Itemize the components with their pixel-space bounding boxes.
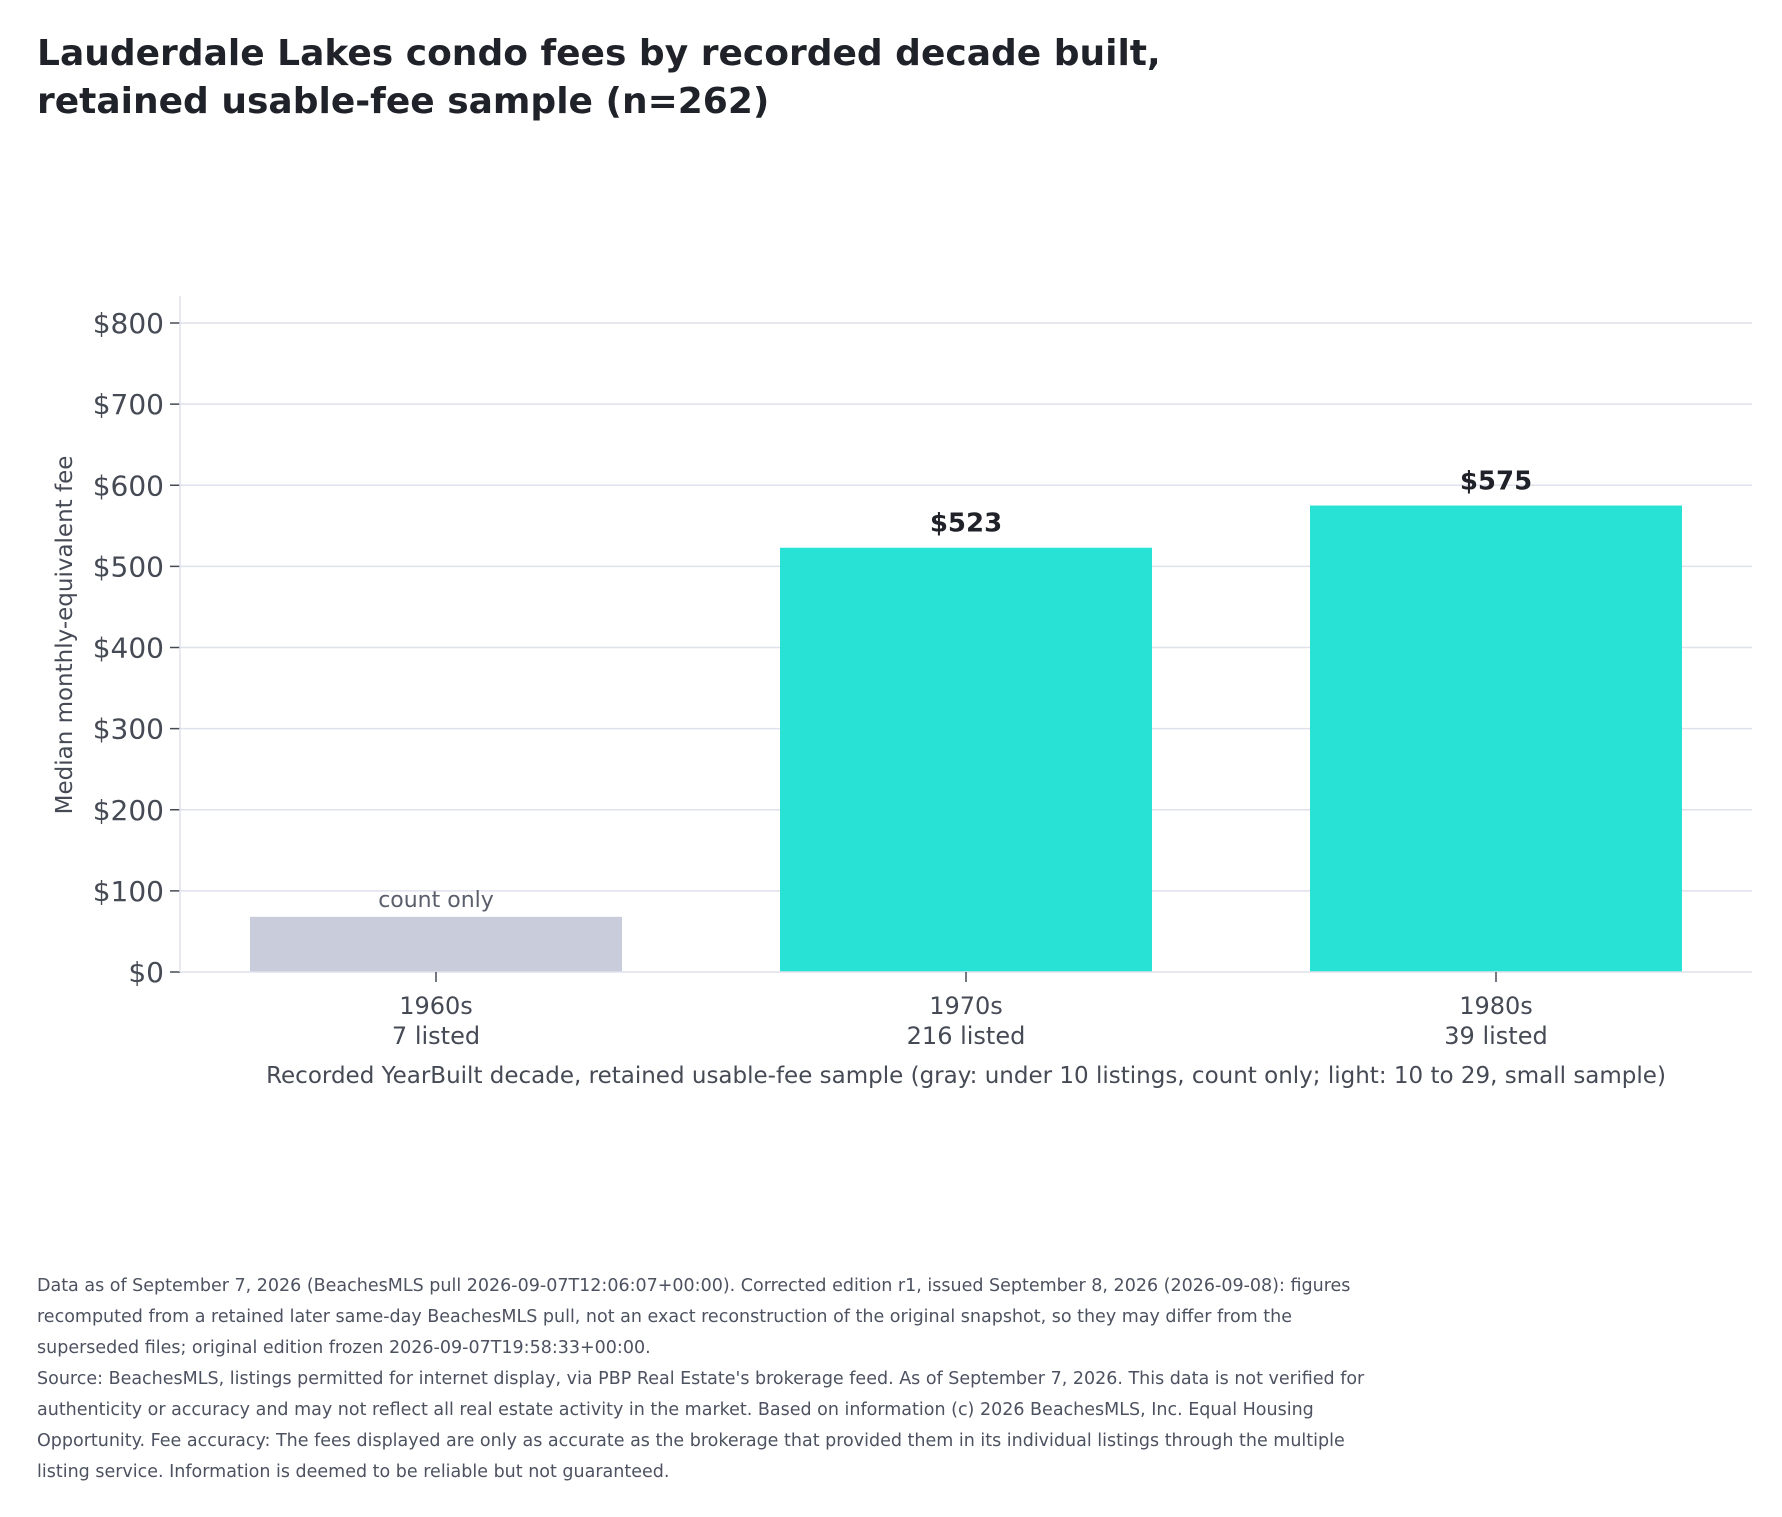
bar-1960s — [250, 916, 622, 972]
footnote-edition: Data as of September 7, 2026 (BeachesMLS… — [37, 1276, 1351, 1358]
chart-title: Lauderdale Lakes condo fees by recorded … — [37, 33, 1161, 122]
bar-1970s — [780, 547, 1152, 972]
x-tick-count-label: 7 listed — [392, 1022, 480, 1050]
axes: $0 $100 $200 $300 $400 $500 $600 $700 $800 1960s7… — [52, 296, 1752, 1089]
y-tick-label: $800 — [93, 307, 164, 340]
y-tick-label: $0 — [128, 956, 164, 989]
footnote-source: Source: BeachesMLS, listings permitted f… — [37, 1369, 1365, 1482]
x-tick-count-label: 216 listed — [907, 1022, 1026, 1050]
x-tick-count-label: 39 listed — [1444, 1022, 1547, 1050]
y-tick-label: $400 — [93, 632, 164, 665]
bar-chart: $0 $100 $200 $300 $400 $500 $600 $700 $800 1960s7… — [52, 296, 1752, 1089]
x-axis-title: Recorded YearBuilt decade, retained usab… — [266, 1063, 1666, 1089]
y-tick-label: $600 — [93, 469, 164, 502]
x-tick-label: 1970s — [929, 992, 1003, 1020]
y-tick-label: $500 — [93, 550, 164, 583]
data-label: $523 — [930, 509, 1002, 539]
y-tick-label: $300 — [93, 713, 164, 746]
footnote: Data as of September 7, 2026 (BeachesMLS… — [37, 1271, 1377, 1488]
y-tick-label: $700 — [93, 388, 164, 421]
labels: count only $523 $575 — [378, 467, 1532, 913]
bar-1980s — [1310, 505, 1682, 972]
y-tick-label: $200 — [93, 794, 164, 827]
x-tick-label: 1980s — [1459, 992, 1533, 1020]
bars — [250, 505, 1682, 972]
x-tick-label: 1960s — [399, 992, 473, 1020]
data-label: count only — [378, 888, 494, 913]
y-tick-label: $100 — [93, 875, 164, 908]
data-label: $575 — [1460, 467, 1532, 497]
y-axis-title: Median monthly-equivalent fee — [52, 456, 78, 815]
